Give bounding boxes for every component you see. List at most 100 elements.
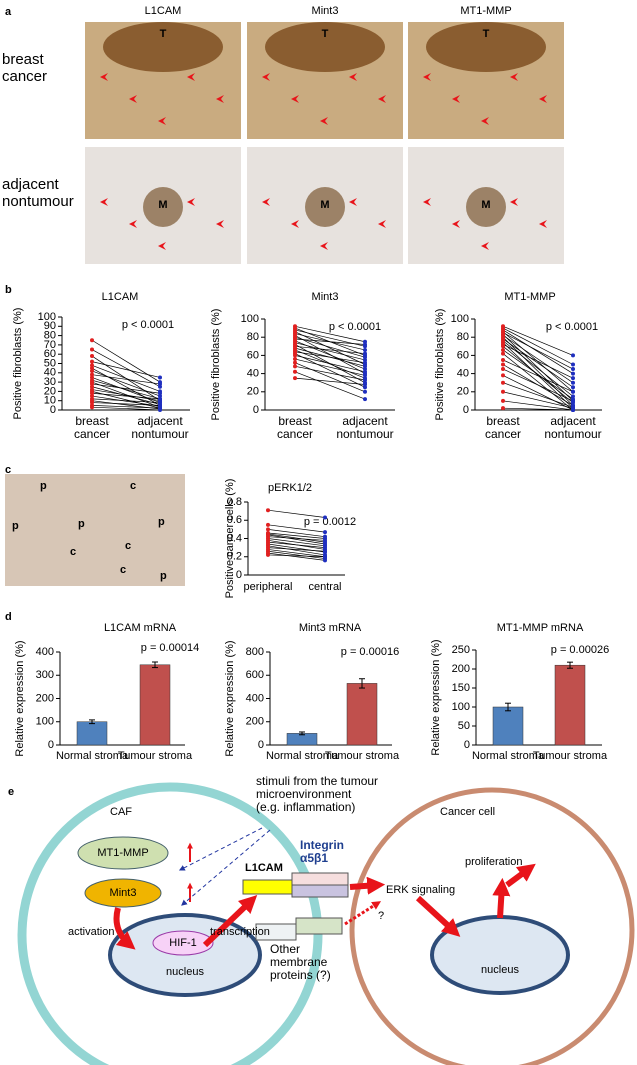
dot <box>363 377 367 382</box>
y-tick-label: 0 <box>236 569 242 581</box>
chart-title: L1CAM <box>102 291 139 303</box>
pair-line <box>294 377 366 385</box>
dot <box>501 380 505 385</box>
pair-line <box>267 534 326 545</box>
tissue-cluster <box>143 187 183 227</box>
arrowhead <box>510 73 518 81</box>
y-tick-label: 0 <box>253 404 259 416</box>
y-tick-label: 0 <box>48 739 54 751</box>
y-tick-label: 100 <box>451 313 469 325</box>
annotation: p < 0.0001 <box>122 319 174 331</box>
annotation: p < 0.0001 <box>329 321 381 333</box>
panel-label: a <box>5 6 12 18</box>
pair-line <box>267 509 326 518</box>
pair-line <box>91 361 161 378</box>
dot <box>363 389 367 394</box>
region-label: c <box>130 480 136 492</box>
x-tick-label: adjacent nontumour <box>131 415 189 442</box>
dot <box>323 530 327 535</box>
arrowhead <box>349 73 357 81</box>
pair-line <box>294 365 366 381</box>
dot <box>571 408 575 412</box>
tissue-marker: M <box>320 199 329 211</box>
column-header: L1CAM <box>145 5 182 17</box>
pair-line <box>91 379 161 400</box>
dot <box>501 389 505 394</box>
region-label: p <box>158 516 165 528</box>
y-tick-label: 200 <box>36 692 54 704</box>
y-tick-label: 90 <box>44 320 56 332</box>
arrowhead <box>216 220 224 228</box>
arrowhead <box>129 95 137 103</box>
dot <box>501 344 505 349</box>
y-tick-label: 40 <box>247 368 259 380</box>
annotation: p = 0.00014 <box>141 642 199 654</box>
y-tick-label: 0 <box>464 739 470 751</box>
stimuli: stimuli from the tumour microenvironment… <box>256 775 379 815</box>
pair-line <box>294 335 366 374</box>
arrowhead <box>158 117 166 125</box>
dot <box>323 545 327 550</box>
chart-title: L1CAM mRNA <box>104 622 177 634</box>
nucleus-cancer: nucleus <box>481 964 519 976</box>
dot <box>501 357 505 362</box>
y-tick-label: 400 <box>36 646 54 658</box>
arrowhead <box>452 220 460 228</box>
y-tick-label: 100 <box>241 313 259 325</box>
pair-line <box>502 332 574 370</box>
y-tick-label: 800 <box>246 646 264 658</box>
y-tick-label: 70 <box>44 339 56 351</box>
annotation: p = 0.00016 <box>341 646 399 658</box>
annotation: p = 0.0012 <box>304 516 356 528</box>
dot <box>90 363 94 368</box>
region-label: p <box>160 570 167 582</box>
arrowhead <box>539 220 547 228</box>
arrowhead <box>423 73 431 81</box>
pair-line <box>91 398 161 403</box>
panel-label: b <box>5 284 12 296</box>
dot <box>90 359 94 364</box>
pair-line <box>294 371 366 400</box>
dot <box>293 369 297 374</box>
dot <box>90 338 94 343</box>
pair-line <box>267 541 326 548</box>
y-axis-title: Positive fibroblasts (%) <box>12 308 24 420</box>
dot <box>501 347 505 352</box>
dot <box>90 391 94 396</box>
y-tick-label: 10 <box>44 395 56 407</box>
membrane-protein <box>295 917 343 935</box>
pair-line <box>502 359 574 393</box>
x-tick-label: Tumour stroma <box>118 750 193 762</box>
dot <box>571 362 575 367</box>
dot <box>90 375 94 380</box>
l1cam: L1CAM <box>245 862 283 874</box>
pair-line <box>267 552 326 561</box>
pair-line <box>502 382 574 408</box>
x-tick-label: Normal stroma <box>56 750 129 762</box>
region-label: p <box>78 518 85 530</box>
pair-line <box>294 355 366 373</box>
pair-line <box>267 532 326 539</box>
integrin-shape <box>291 884 349 898</box>
dashed-arrow <box>178 827 263 871</box>
y-tick-label: 60 <box>247 349 259 361</box>
activation: activation <box>68 926 114 938</box>
annotation: p < 0.0001 <box>546 321 598 333</box>
region-label: p <box>40 480 47 492</box>
signal-arrow <box>349 876 386 895</box>
y-tick-label: 0 <box>258 739 264 751</box>
dot <box>501 367 505 372</box>
pair-line <box>502 335 574 383</box>
region-label: c <box>70 546 76 558</box>
region-label: c <box>120 564 126 576</box>
x-tick-label: breast cancer <box>276 415 314 442</box>
y-tick-label: 400 <box>246 692 264 704</box>
dot <box>90 372 94 377</box>
chart-title: MT1-MMP <box>504 291 555 303</box>
y-tick-label: 150 <box>452 682 470 694</box>
panel-label: d <box>5 611 12 623</box>
pair-line <box>267 533 326 543</box>
arrowhead <box>452 95 460 103</box>
other: Other membrane proteins (?) <box>270 943 331 983</box>
arrowhead <box>349 198 357 206</box>
